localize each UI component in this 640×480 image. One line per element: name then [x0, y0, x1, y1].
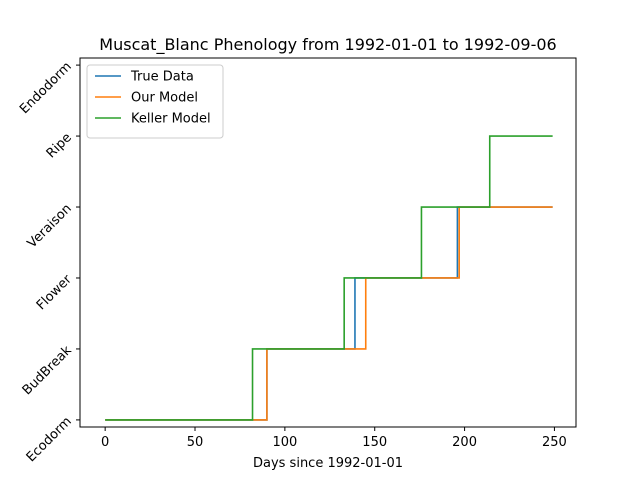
y-tick-label-2: Flower: [34, 272, 75, 313]
plot-frame: [79, 57, 577, 428]
legend-label-2: Keller Model: [131, 112, 211, 127]
y-tick-label-0: Ecodorm: [24, 414, 75, 465]
x-axis: 0 50 100 150 200 250: [101, 427, 567, 450]
x-tick-label-0: 0: [101, 435, 109, 450]
y-tick-label-5: Endodorm: [17, 59, 75, 117]
y-tick-label-3: Veraison: [25, 201, 75, 251]
x-tick-label-4: 200: [452, 435, 477, 450]
x-tick-label-1: 50: [187, 435, 204, 450]
x-tick-label-3: 150: [362, 435, 387, 450]
x-tick-label-5: 250: [542, 435, 567, 450]
x-axis-label: Days since 1992-01-01: [253, 456, 403, 471]
series-line-2: [105, 135, 553, 421]
series-layer: [105, 135, 553, 421]
series-line-1: [105, 206, 553, 421]
y-tick-label-1: BudBreak: [20, 343, 75, 398]
chart-title: Muscat_Blanc Phenology from 1992-01-01 t…: [99, 35, 556, 55]
y-axis: Ecodorm BudBreak Flower Veraison Ripe Endodor…: [17, 59, 80, 465]
x-tick-label-2: 100: [272, 435, 297, 450]
legend-label-1: Our Model: [131, 91, 198, 106]
y-tick-label-4: Ripe: [44, 130, 75, 161]
legend: True Data Our Model Keller Model: [86, 64, 224, 139]
legend-box: [86, 64, 224, 139]
series-line-0: [105, 206, 553, 421]
legend-label-0: True Data: [130, 70, 194, 85]
